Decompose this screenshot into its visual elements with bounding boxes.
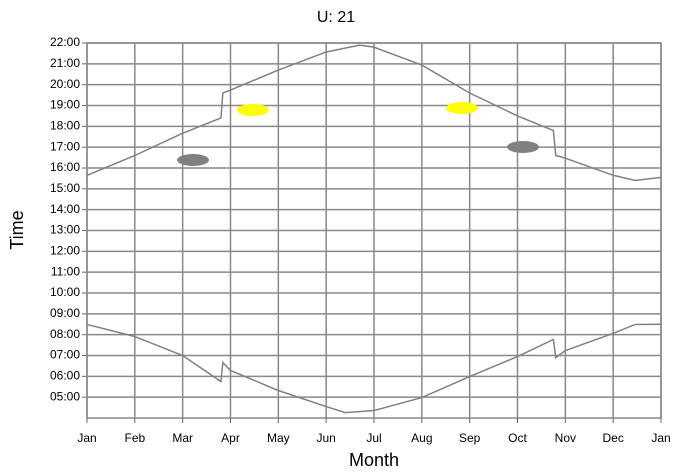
y-tick-label: 18:00 [50,119,80,133]
series-line [86,323,662,414]
y-tick-label: 16:00 [50,160,80,174]
x-tick-label: Aug [411,431,432,445]
x-tick-label: Sep [459,431,481,445]
y-tick-label: 11:00 [51,264,80,278]
y-tick-label: 07:00 [50,348,80,362]
plot-area: 05:00 06:00 07:00 08:00 09:00 10:00 11:00 12:00… [50,35,671,445]
y-tick-label: 06:00 [50,369,80,383]
x-tick-label: May [267,431,290,445]
x-tick-label: Dec [602,431,623,445]
y-tick-label: 21:00 [50,56,80,70]
y-tick-label: 15:00 [50,181,80,195]
gray-blob [507,141,539,153]
y-tick-label: 10:00 [50,285,80,299]
chart-title: U: 21 [317,9,355,26]
x-tick-label: Jul [366,431,381,445]
y-tick-label: 14:00 [50,202,80,216]
gray-blob [177,154,209,166]
y-tick-label: 05:00 [50,389,80,403]
y-axis-label: Time [7,210,27,249]
series-line [86,44,662,182]
y-tick-label: 19:00 [50,98,80,112]
x-tick-label: Feb [124,431,145,445]
x-tick-label: Apr [221,431,240,445]
y-tick-label: 17:00 [50,139,80,153]
x-tick-label: Mar [172,431,193,445]
y-tick-label: 22:00 [50,35,80,49]
y-tick-label: 13:00 [50,223,80,237]
yellow-blob [446,102,478,114]
x-axis-label: Month [349,450,399,470]
yellow-blob [237,104,269,116]
y-tick-label: 09:00 [50,306,80,320]
x-tick-label: Nov [555,431,576,445]
x-tick-label: Jan [77,431,96,445]
y-tick-label: 20:00 [50,77,80,91]
x-tick-label: Jun [316,431,335,445]
x-tick-label: Jan [651,431,670,445]
y-tick-label: 12:00 [50,244,80,258]
x-tick-label: Oct [508,431,527,445]
y-tick-label: 08:00 [50,327,80,341]
